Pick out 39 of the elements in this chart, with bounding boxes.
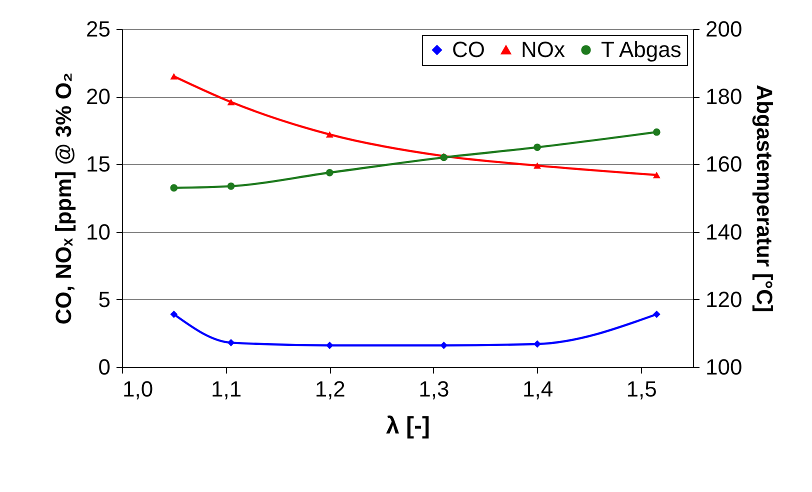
x-tick-label: 1,4: [522, 376, 554, 402]
y-tick-label: 10: [86, 219, 110, 244]
y2-tick-label: 180: [706, 84, 742, 110]
legend-label: T Abgas: [601, 37, 682, 62]
legend-label: CO: [452, 37, 485, 62]
point: [227, 338, 235, 346]
point: [652, 310, 660, 318]
point: [170, 310, 178, 318]
x-tick-label: 1,3: [418, 376, 450, 402]
point: [534, 144, 541, 151]
y-tick-label: 25: [86, 16, 110, 42]
point: [170, 184, 178, 192]
point: [326, 168, 334, 176]
y2-tick-label: 200: [706, 16, 742, 42]
y2-tick-label: 100: [706, 354, 742, 380]
point: [326, 131, 334, 138]
y-tick-label: 0: [98, 354, 110, 380]
y-tick-label: 15: [86, 152, 110, 177]
x-tick-label: 1,0: [122, 376, 154, 402]
point: [326, 342, 334, 350]
y2-axis-title: Abgastemperatur [°C]: [752, 84, 778, 312]
point: [534, 162, 541, 169]
y-tick-label: 20: [86, 84, 110, 110]
y2-tick-label: 160: [706, 152, 742, 177]
point: [227, 182, 235, 190]
point: [652, 128, 660, 136]
point: [440, 342, 448, 350]
x-axis-title: λ [-]: [386, 412, 430, 440]
x-tick-label: 1,5: [626, 376, 657, 402]
y-axis-title: CO, NOₓ [ppm] @ 3% O₂: [51, 72, 76, 324]
point: [227, 98, 235, 106]
x-tick-label: 1,2: [314, 376, 346, 402]
y-tick-label: 5: [98, 286, 110, 312]
y2-tick-label: 120: [706, 286, 742, 312]
legend-label: NOx: [521, 37, 565, 62]
point: [652, 172, 660, 178]
y2-tick-label: 140: [706, 219, 742, 244]
x-tick-label: 1,1: [211, 376, 242, 402]
point: [170, 73, 178, 80]
